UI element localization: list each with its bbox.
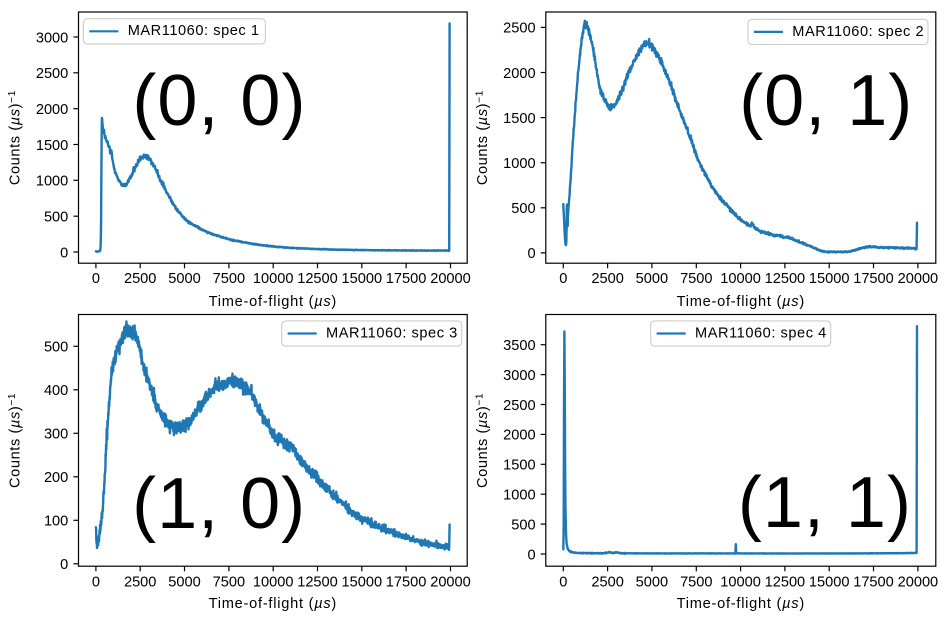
svg-text:2500: 2500 — [124, 271, 156, 287]
svg-text:0: 0 — [559, 575, 567, 591]
svg-text:7500: 7500 — [213, 575, 245, 591]
svg-text:200: 200 — [44, 470, 68, 486]
svg-text:20000: 20000 — [430, 575, 471, 591]
svg-text:2500: 2500 — [503, 21, 535, 37]
svg-text:10000: 10000 — [253, 271, 294, 287]
svg-text:0: 0 — [60, 245, 68, 261]
svg-text:2500: 2500 — [36, 66, 68, 82]
svg-text:MAR11060: spec 4: MAR11060: spec 4 — [695, 325, 827, 341]
svg-text:Time-of-flight (µs): Time-of-flight (µs) — [209, 294, 337, 310]
svg-text:1500: 1500 — [503, 111, 535, 127]
svg-text:17500: 17500 — [853, 575, 894, 591]
svg-text:20000: 20000 — [430, 271, 471, 287]
svg-text:500: 500 — [511, 201, 535, 217]
svg-text:0: 0 — [92, 271, 100, 287]
svg-text:10000: 10000 — [720, 271, 761, 287]
svg-text:2500: 2500 — [503, 398, 535, 414]
svg-text:3500: 3500 — [503, 338, 535, 354]
svg-text:500: 500 — [44, 210, 68, 226]
svg-text:(1, 0): (1, 0) — [132, 464, 306, 544]
svg-text:7500: 7500 — [680, 575, 712, 591]
svg-text:2500: 2500 — [124, 575, 156, 591]
svg-text:15000: 15000 — [809, 271, 850, 287]
svg-text:1500: 1500 — [36, 138, 68, 154]
svg-text:15000: 15000 — [342, 575, 383, 591]
svg-text:Counts (µs)−1: Counts (µs)−1 — [474, 90, 491, 185]
svg-text:Time-of-flight (µs): Time-of-flight (µs) — [677, 596, 805, 612]
svg-text:2000: 2000 — [503, 428, 535, 444]
svg-text:2500: 2500 — [591, 271, 623, 287]
svg-text:1000: 1000 — [503, 488, 535, 504]
svg-text:17500: 17500 — [853, 271, 894, 287]
svg-text:10000: 10000 — [253, 575, 294, 591]
svg-text:2000: 2000 — [36, 102, 68, 118]
svg-text:5000: 5000 — [636, 271, 668, 287]
svg-text:5000: 5000 — [636, 575, 668, 591]
svg-text:300: 300 — [44, 427, 68, 443]
svg-text:1500: 1500 — [503, 458, 535, 474]
svg-text:MAR11060: spec 1: MAR11060: spec 1 — [128, 23, 260, 39]
svg-text:7500: 7500 — [680, 271, 712, 287]
svg-text:12500: 12500 — [297, 575, 338, 591]
svg-text:17500: 17500 — [386, 575, 427, 591]
svg-text:1000: 1000 — [503, 156, 535, 172]
svg-text:Time-of-flight (µs): Time-of-flight (µs) — [209, 596, 337, 612]
svg-text:Time-of-flight (µs): Time-of-flight (µs) — [677, 294, 805, 310]
svg-text:20000: 20000 — [898, 575, 939, 591]
svg-text:12500: 12500 — [297, 271, 338, 287]
svg-text:1000: 1000 — [36, 174, 68, 190]
svg-text:0: 0 — [559, 271, 567, 287]
svg-text:0: 0 — [92, 575, 100, 591]
svg-text:7500: 7500 — [213, 271, 245, 287]
svg-text:5000: 5000 — [168, 575, 200, 591]
svg-text:0: 0 — [527, 547, 535, 563]
svg-text:(1, 1): (1, 1) — [738, 463, 912, 543]
svg-text:0: 0 — [60, 557, 68, 573]
svg-text:15000: 15000 — [342, 271, 383, 287]
svg-text:Counts (µs)−1: Counts (µs)−1 — [474, 393, 491, 488]
svg-text:12500: 12500 — [765, 575, 806, 591]
svg-text:17500: 17500 — [386, 271, 427, 287]
svg-text:15000: 15000 — [809, 575, 850, 591]
svg-text:500: 500 — [44, 340, 68, 356]
svg-text:500: 500 — [511, 517, 535, 533]
svg-text:12500: 12500 — [765, 271, 806, 287]
svg-text:100: 100 — [44, 514, 68, 530]
svg-text:Counts (µs)−1: Counts (µs)−1 — [7, 393, 24, 488]
svg-text:400: 400 — [44, 383, 68, 399]
svg-text:3000: 3000 — [36, 30, 68, 46]
svg-text:(0, 0): (0, 0) — [132, 61, 306, 141]
svg-text:Counts (µs)−1: Counts (µs)−1 — [7, 90, 24, 185]
svg-text:MAR11060: spec 3: MAR11060: spec 3 — [326, 325, 458, 341]
svg-text:MAR11060: spec 2: MAR11060: spec 2 — [792, 24, 924, 40]
svg-text:10000: 10000 — [720, 575, 761, 591]
svg-text:0: 0 — [527, 246, 535, 262]
svg-text:3000: 3000 — [503, 368, 535, 384]
svg-text:(0, 1): (0, 1) — [739, 61, 913, 141]
svg-text:20000: 20000 — [898, 271, 939, 287]
svg-text:2000: 2000 — [503, 66, 535, 82]
svg-text:5000: 5000 — [168, 271, 200, 287]
svg-text:2500: 2500 — [591, 575, 623, 591]
